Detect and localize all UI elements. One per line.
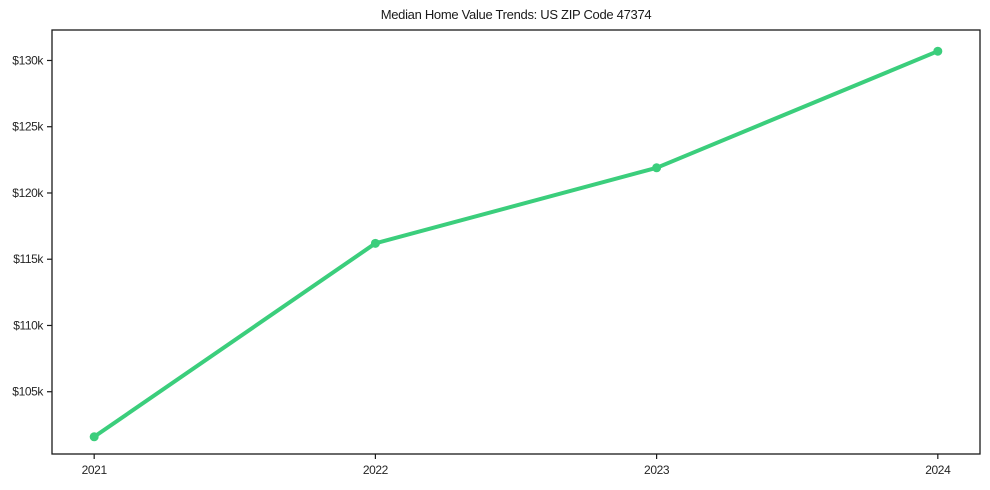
y-axis-tick-label: $125k xyxy=(12,120,44,134)
y-axis-tick-label: $130k xyxy=(12,53,44,67)
data-point-marker-2023 xyxy=(652,163,662,173)
x-axis-tick-label: 2023 xyxy=(644,463,670,477)
plot-border xyxy=(51,29,981,455)
trend-line xyxy=(92,49,940,439)
data-point-marker-2024 xyxy=(933,46,943,56)
x-axis-tick-label: 2021 xyxy=(82,463,108,477)
chart-title: Median Home Value Trends: US ZIP Code 47… xyxy=(380,7,652,22)
y-axis-tick-label: $105k xyxy=(12,385,44,399)
y-axis-tick-label: $120k xyxy=(12,186,44,200)
y-axis-tick-label: $115k xyxy=(13,252,44,266)
y-axis-tick-label: $110k xyxy=(13,318,44,332)
data-point-marker-2021 xyxy=(89,432,99,442)
x-axis-tick-label: 2024 xyxy=(925,463,951,477)
x-axis-tick-label: 2022 xyxy=(363,463,389,477)
data-point-marker-2022 xyxy=(370,238,380,248)
